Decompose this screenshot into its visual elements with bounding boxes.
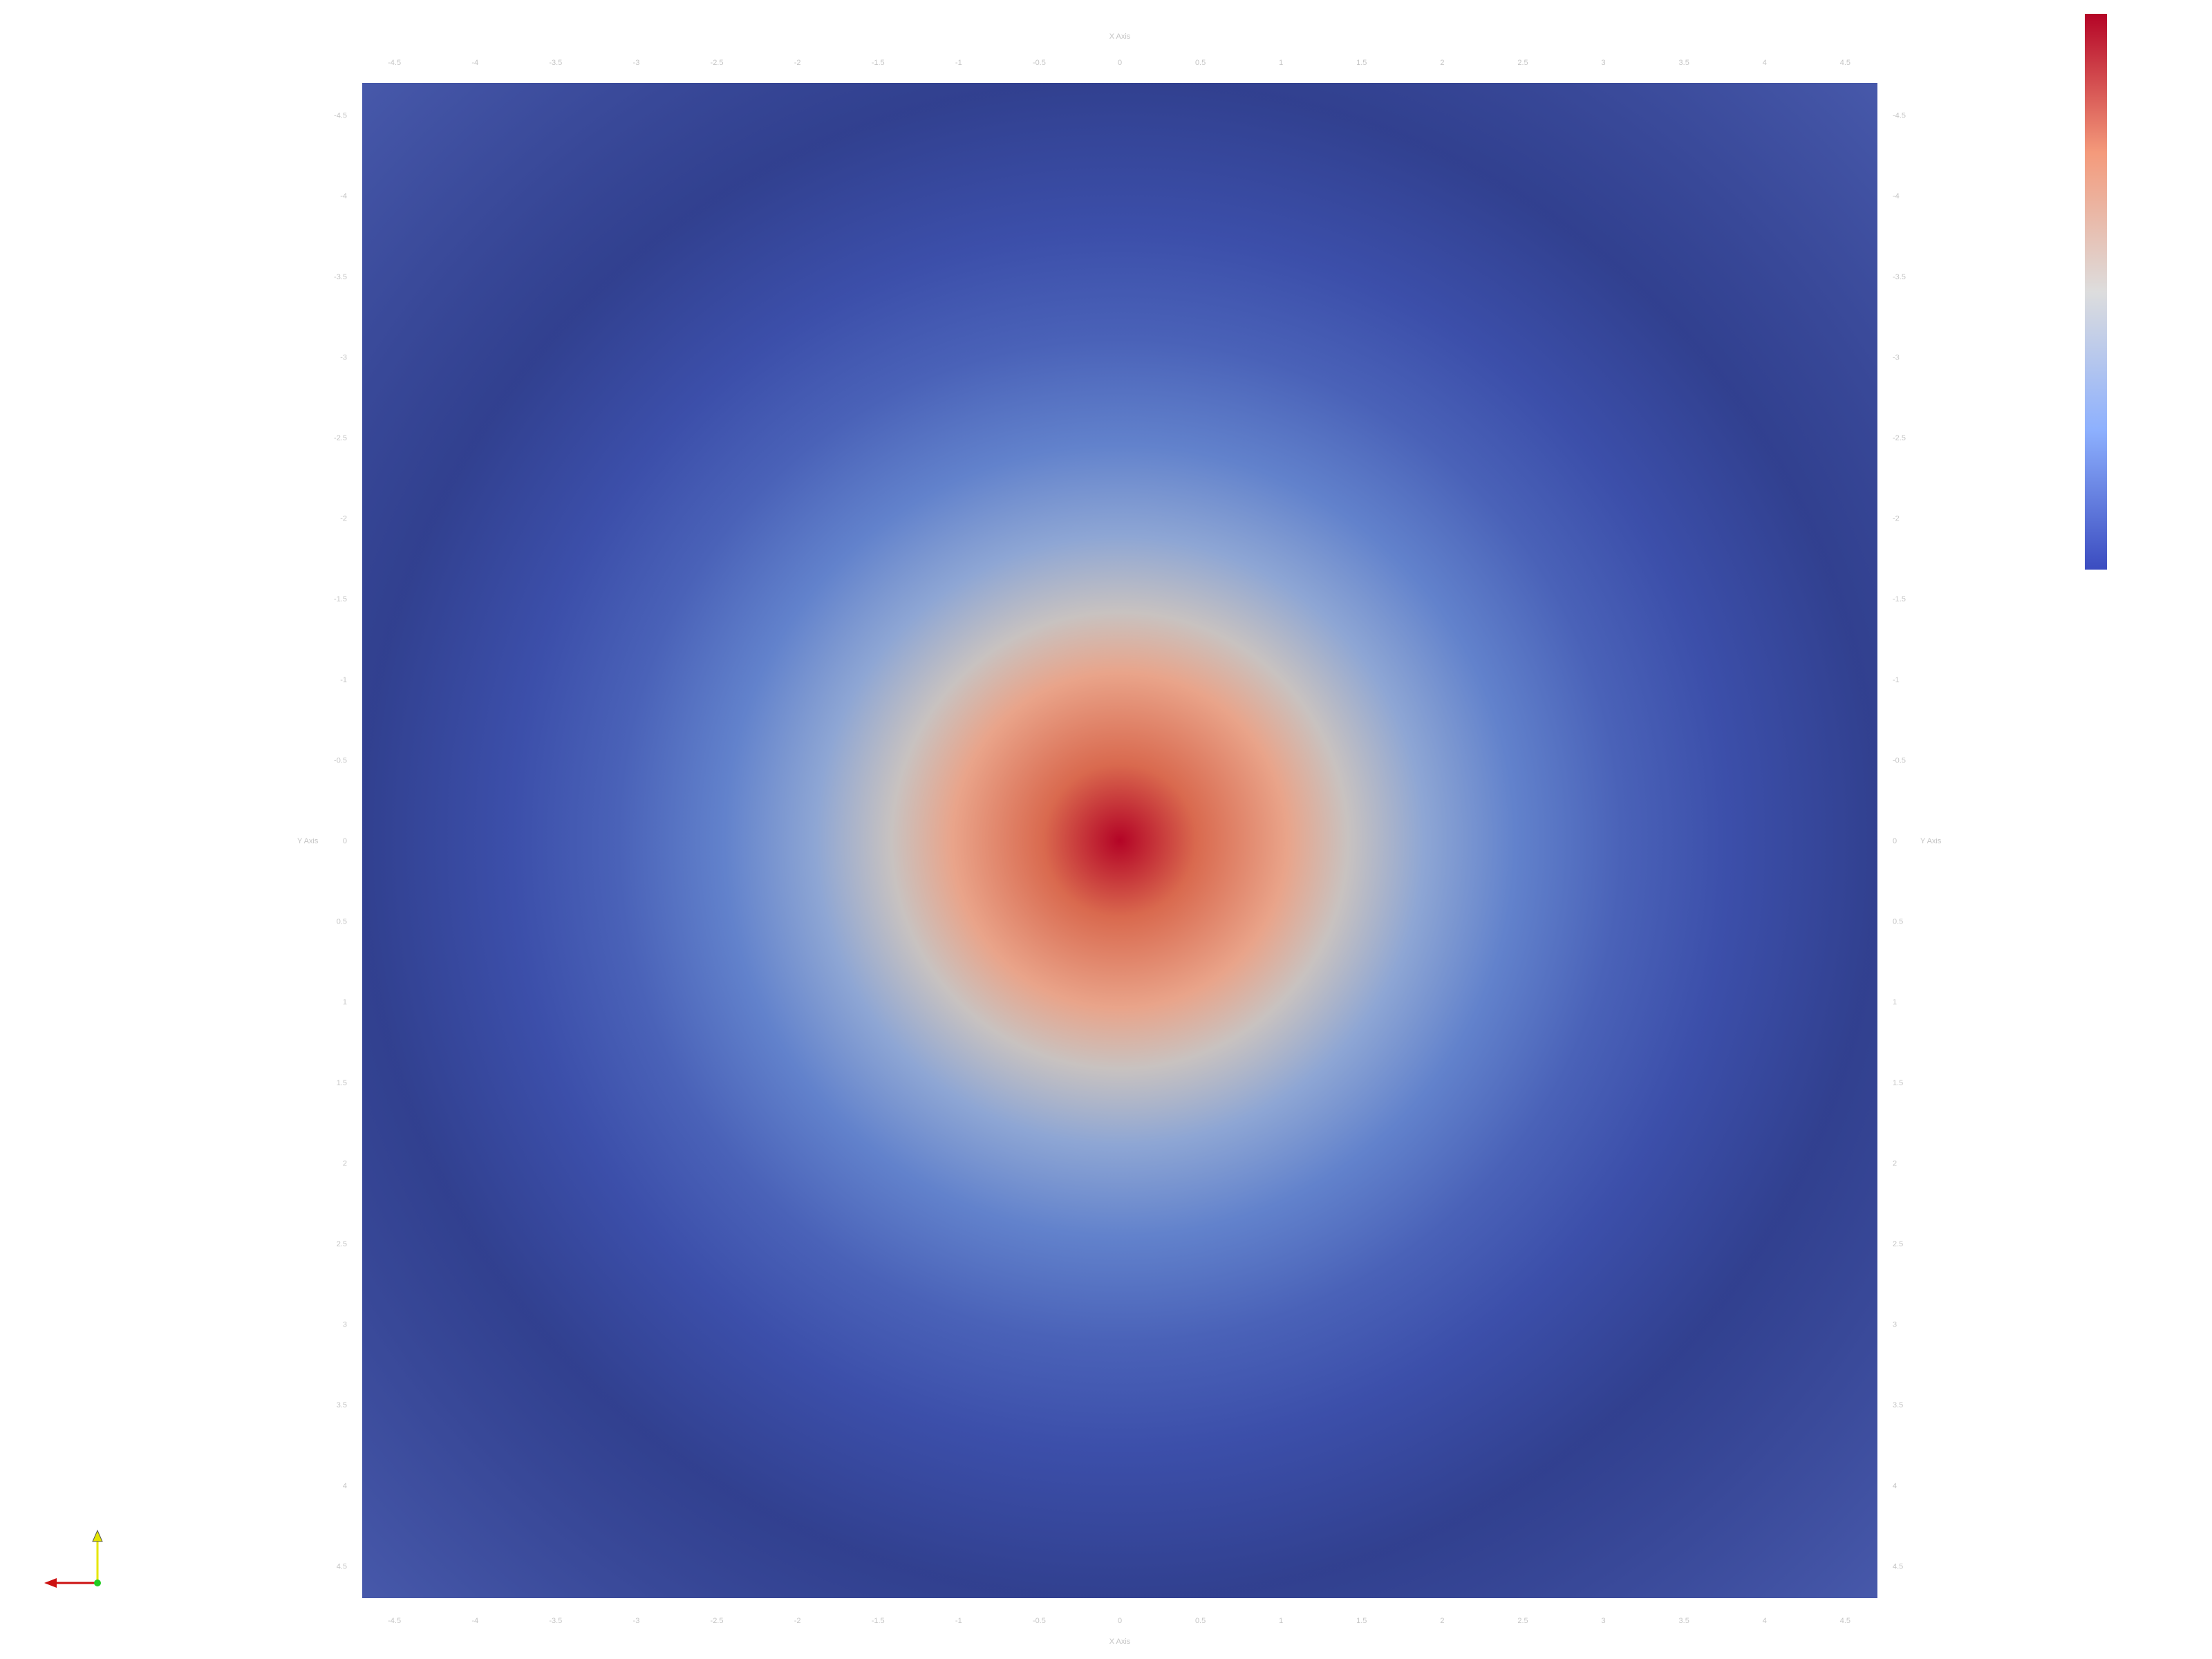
x-tick-label-bottom: -3	[633, 1617, 640, 1625]
y-tick-label-left: -2	[340, 515, 347, 523]
y-tick-label-right: -3.5	[1893, 273, 1906, 281]
y-tick-label-left: -4.5	[334, 112, 347, 120]
y-tick-label-right: -1	[1893, 676, 1900, 684]
y-tick-label-right: 1.5	[1893, 1079, 1903, 1087]
x-tick-label-top: 4	[1763, 59, 1767, 67]
y-tick-label-right: -4.5	[1893, 112, 1906, 120]
x-tick-label-bottom: 1	[1279, 1617, 1283, 1625]
y-tick-label-left: 2	[343, 1159, 347, 1168]
heatmap-field-corners	[362, 83, 1877, 1598]
x-tick-label-top: 2	[1440, 59, 1444, 67]
x-tick-label-bottom: 1.5	[1356, 1617, 1367, 1625]
y-tick-label-right: -4	[1893, 192, 1900, 200]
y-tick-label-left: 0	[343, 837, 347, 845]
x-tick-label-bottom: -3.5	[549, 1617, 562, 1625]
x-tick-label-bottom: 2.5	[1517, 1617, 1528, 1625]
y-tick-label-left: 3	[343, 1321, 347, 1329]
x-tick-label-top: 0.5	[1195, 59, 1206, 67]
y-tick-label-right: 4.5	[1893, 1562, 1903, 1571]
y-tick-label-left: -1	[340, 676, 347, 684]
y-tick-label-right: -0.5	[1893, 756, 1906, 765]
y-tick-label-left: 1	[343, 998, 347, 1006]
x-tick-label-bottom: 0	[1118, 1617, 1122, 1625]
x-tick-label-bottom: 3	[1602, 1617, 1606, 1625]
y-tick-label-left: 0.5	[337, 918, 347, 926]
x-tick-label-top: 1.5	[1356, 59, 1367, 67]
x-tick-label-bottom: 0.5	[1195, 1617, 1206, 1625]
orientation-z-axis-dot	[94, 1580, 101, 1586]
y-tick-label-left: 2.5	[337, 1240, 347, 1248]
x-tick-label-top: -2	[794, 59, 801, 67]
x-tick-label-top: -4	[471, 59, 478, 67]
x-tick-label-top: 1	[1279, 59, 1283, 67]
x-tick-label-top: -3.5	[549, 59, 562, 67]
y-tick-label-left: -1.5	[334, 595, 347, 603]
y-axis-title-left: Y Axis	[297, 837, 319, 845]
orientation-y-axis-cone	[92, 1529, 103, 1542]
x-tick-label-bottom: 2	[1440, 1617, 1444, 1625]
x-tick-label-bottom: 4.5	[1840, 1617, 1850, 1625]
x-tick-label-top: -1	[955, 59, 962, 67]
y-tick-label-left: -0.5	[334, 756, 347, 765]
y-tick-label-right: 4	[1893, 1482, 1897, 1490]
x-tick-label-bottom: 4	[1763, 1617, 1767, 1625]
x-tick-label-top: 2.5	[1517, 59, 1528, 67]
y-tick-label-right: -2	[1893, 515, 1900, 523]
x-axis-title-top: X Axis	[1109, 32, 1131, 41]
x-tick-label-top: -1.5	[872, 59, 885, 67]
x-tick-label-top: -4.5	[388, 59, 401, 67]
y-tick-label-right: 3	[1893, 1321, 1897, 1329]
y-tick-label-right: -1.5	[1893, 595, 1906, 603]
y-tick-label-left: 4	[343, 1482, 347, 1490]
x-tick-label-top: -3	[633, 59, 640, 67]
colorbar	[2085, 14, 2107, 570]
y-tick-label-left: -4	[340, 192, 347, 200]
x-tick-label-top: 3.5	[1679, 59, 1689, 67]
y-tick-label-right: 2.5	[1893, 1240, 1903, 1248]
heatmap-plot	[362, 83, 1877, 1598]
colorbar-gradient	[2085, 14, 2107, 570]
x-tick-label-top: -2.5	[711, 59, 724, 67]
y-tick-label-right: -2.5	[1893, 434, 1906, 442]
y-tick-label-left: -3	[340, 353, 347, 362]
x-tick-label-top: 3	[1602, 59, 1606, 67]
x-tick-label-bottom: -2.5	[711, 1617, 724, 1625]
x-tick-label-top: -0.5	[1033, 59, 1046, 67]
orientation-x-axis-cone	[44, 1578, 57, 1588]
y-tick-label-right: 0.5	[1893, 918, 1903, 926]
y-tick-label-left: -3.5	[334, 273, 347, 281]
x-tick-label-bottom: -4	[471, 1617, 478, 1625]
y-tick-label-right: 1	[1893, 998, 1897, 1006]
y-tick-label-left: 3.5	[337, 1401, 347, 1409]
y-tick-label-right: 3.5	[1893, 1401, 1903, 1409]
x-tick-label-bottom: -2	[794, 1617, 801, 1625]
y-tick-label-left: 4.5	[337, 1562, 347, 1571]
y-tick-label-right: 0	[1893, 837, 1897, 845]
orientation-axes-widget[interactable]	[44, 1529, 103, 1588]
y-tick-label-right: 2	[1893, 1159, 1897, 1168]
x-tick-label-bottom: 3.5	[1679, 1617, 1689, 1625]
axis-ticks: 4.5 4 3.5 3 2.5 2 1.5 1 0.5 0 -0.5 -1 -1.5 -2 -2.5 -3 -3…	[334, 59, 1906, 1625]
y-axis-title-right: Y Axis	[1920, 837, 1942, 845]
y-tick-label-right: -3	[1893, 353, 1900, 362]
y-tick-label-left: 1.5	[337, 1079, 347, 1087]
y-tick-label-left: -2.5	[334, 434, 347, 442]
x-tick-label-top: 4.5	[1840, 59, 1850, 67]
x-tick-label-top: 0	[1118, 59, 1122, 67]
x-tick-label-bottom: -4.5	[388, 1617, 401, 1625]
x-tick-label-bottom: -0.5	[1033, 1617, 1046, 1625]
x-tick-label-bottom: -1	[955, 1617, 962, 1625]
x-tick-label-bottom: -1.5	[872, 1617, 885, 1625]
x-axis-title-bottom: X Axis	[1109, 1638, 1131, 1646]
